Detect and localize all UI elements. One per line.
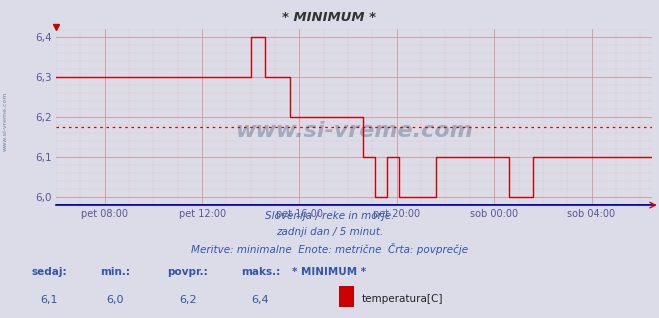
Text: www.si-vreme.com: www.si-vreme.com [3,91,8,151]
Text: min.:: min.: [100,267,130,277]
Text: Slovenija / reke in morje.: Slovenija / reke in morje. [265,211,394,221]
Text: zadnji dan / 5 minut.: zadnji dan / 5 minut. [276,227,383,237]
Text: Meritve: minimalne  Enote: metrične  Črta: povprečje: Meritve: minimalne Enote: metrične Črta:… [191,243,468,255]
Text: 6,4: 6,4 [252,295,269,305]
Text: maks.:: maks.: [241,267,280,277]
Text: 6,0: 6,0 [107,295,124,305]
Text: povpr.:: povpr.: [167,267,208,277]
Text: * MINIMUM *: * MINIMUM * [293,267,366,277]
Text: temperatura[C]: temperatura[C] [362,294,444,304]
Text: 6,2: 6,2 [179,295,196,305]
Text: * MINIMUM *: * MINIMUM * [283,11,376,24]
Text: sedaj:: sedaj: [32,267,67,277]
Text: www.si-vreme.com: www.si-vreme.com [235,121,473,141]
Text: 6,1: 6,1 [41,295,58,305]
